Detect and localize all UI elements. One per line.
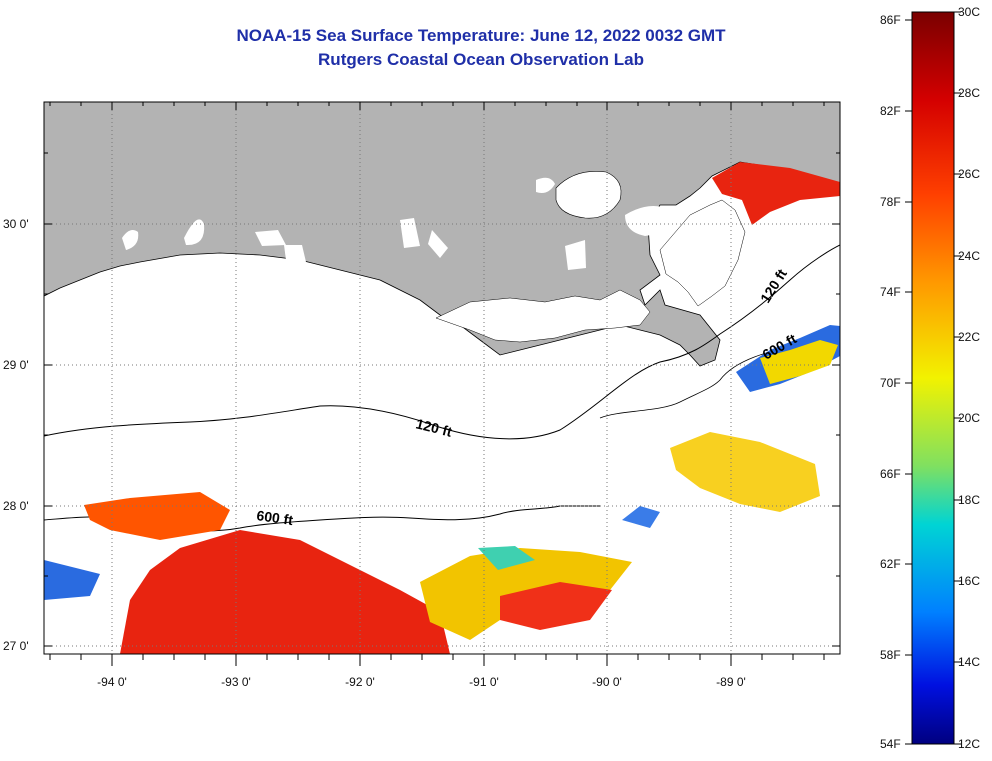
ticks-right <box>832 152 840 647</box>
sst-swath-warm <box>120 530 450 654</box>
lat-label-28: 28 0' <box>3 499 29 513</box>
colorbar-ticks <box>905 11 961 745</box>
colorbar <box>911 11 955 745</box>
sst-swath-mixed <box>760 340 838 384</box>
sst-swath-mixed <box>670 432 820 512</box>
lake-pontchartrain <box>555 171 622 219</box>
sst-swath-cool <box>622 506 660 528</box>
lake <box>255 230 286 246</box>
map-title: NOAA-15 Sea Surface Temperature: June 12… <box>236 26 726 45</box>
ticks-top <box>49 102 825 110</box>
lake <box>400 218 420 248</box>
lake <box>184 219 205 246</box>
lake <box>625 206 671 236</box>
cb-c-12: 12C <box>958 737 981 751</box>
cb-f-66: 66F <box>880 467 901 481</box>
sst-swath-warm <box>500 582 612 630</box>
lake <box>428 230 448 258</box>
lake <box>565 240 586 270</box>
cb-f-86: 86F <box>880 13 901 27</box>
lake <box>536 177 555 193</box>
ticks-left <box>44 152 52 647</box>
lat-label-27: 27 0' <box>3 639 29 653</box>
cb-f-78: 78F <box>880 195 901 209</box>
contour-120ft <box>44 244 840 440</box>
sst-swath-cool <box>44 560 100 600</box>
lon-label-93: -93 0' <box>221 675 251 689</box>
lon-label-89: -89 0' <box>716 675 746 689</box>
land-mass <box>44 102 840 367</box>
cb-c-30: 30C <box>958 5 981 19</box>
cb-f-82: 82F <box>880 104 901 118</box>
lake <box>122 230 139 250</box>
lon-label-92: -92 0' <box>345 675 375 689</box>
lat-label-30: 30 0' <box>3 217 29 231</box>
lon-label-94: -94 0' <box>97 675 127 689</box>
map-frame <box>43 101 841 655</box>
cb-c-14: 14C <box>958 655 981 669</box>
lake <box>284 245 306 262</box>
cb-c-26: 26C <box>958 167 981 181</box>
cb-c-16: 16C <box>958 574 981 588</box>
cb-f-58: 58F <box>880 648 901 662</box>
contour-label-600ft: 600 ft <box>256 507 295 528</box>
lon-label-90: -90 0' <box>592 675 622 689</box>
sst-swath-cool <box>478 546 535 570</box>
cb-c-20: 20C <box>958 411 981 425</box>
cb-f-54: 54F <box>880 737 901 751</box>
cb-c-22: 22C <box>958 330 981 344</box>
cb-f-62: 62F <box>880 557 901 571</box>
cb-c-18: 18C <box>958 493 981 507</box>
graticule <box>44 102 840 654</box>
coastal-marsh <box>435 289 651 343</box>
cb-f-70: 70F <box>880 376 901 390</box>
cb-f-74: 74F <box>880 285 901 299</box>
sst-swath-warm <box>84 492 230 540</box>
lon-label-91: -91 0' <box>469 675 499 689</box>
cb-c-24: 24C <box>958 249 981 263</box>
lat-label-29: 29 0' <box>3 358 29 372</box>
cb-c-28: 28C <box>958 86 981 100</box>
map-subtitle: Rutgers Coastal Ocean Observation Lab <box>318 50 644 69</box>
sst-swath-warm-nearshore <box>712 162 840 225</box>
ticks-bottom <box>49 654 825 666</box>
delta-marsh <box>659 199 746 307</box>
